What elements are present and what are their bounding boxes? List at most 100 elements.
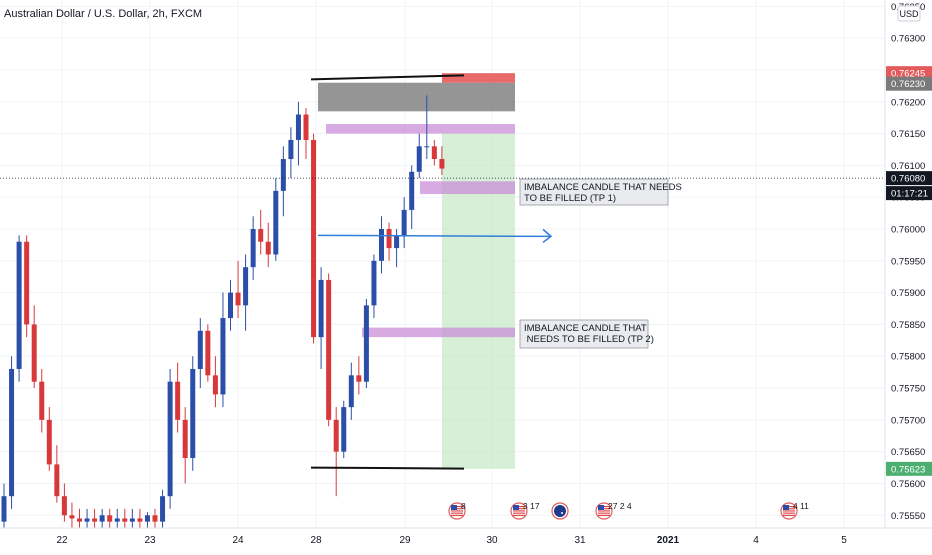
price-tick-label: 0.75700 — [891, 415, 925, 426]
us-flag-icon[interactable] — [595, 502, 613, 520]
candle-body — [431, 146, 437, 160]
candle-body — [371, 260, 377, 306]
candle-body — [137, 518, 143, 522]
event-markers: 8 3 17 27 2 4 4 11 — [448, 501, 809, 520]
stop-zone — [442, 73, 515, 83]
candle-body — [190, 368, 196, 459]
entry-price-badge — [886, 76, 932, 91]
candlesticks — [1, 95, 445, 535]
candle-body — [416, 146, 422, 172]
time-axis[interactable]: 22 23 24 28 29 30 31 2021 4 5 — [0, 527, 932, 550]
annotation-text: TO BE FILLED (TP 1) — [524, 193, 616, 204]
event-count: 27 2 4 — [608, 501, 632, 511]
au-flag-icon[interactable] — [551, 502, 569, 520]
candle-body — [77, 518, 82, 522]
price-tick-label: 0.75550 — [891, 511, 925, 522]
candle-body — [144, 515, 150, 522]
time-tick-label: 23 — [144, 535, 156, 546]
candle-body — [69, 515, 75, 519]
candle-body — [16, 241, 22, 369]
price-axis[interactable]: 0.763500.763000.762500.762000.761500.761… — [884, 0, 932, 550]
candle-body — [243, 267, 249, 306]
resistance-line[interactable] — [310, 74, 465, 81]
price-tick-label: 0.75600 — [891, 479, 925, 490]
us-flag-icon[interactable] — [448, 502, 466, 520]
candle-body — [258, 229, 264, 242]
candle-body — [197, 330, 203, 369]
event-count: 4 11 — [793, 501, 809, 511]
candle-body — [220, 318, 226, 395]
us-flag-icon[interactable] — [780, 502, 798, 520]
stop-price-badge-text: 0.76245 — [891, 69, 925, 80]
candle-body — [61, 496, 67, 516]
candle-body — [341, 407, 347, 452]
candle-body — [114, 518, 120, 522]
arrow-line[interactable] — [317, 234, 552, 238]
candle-body — [250, 229, 256, 268]
support-line[interactable] — [310, 466, 465, 470]
candle-body — [295, 114, 301, 140]
time-tick-label: 2021 — [657, 535, 680, 546]
annotation-text: NEEDS TO BE FILLED (TP 2) — [524, 334, 654, 345]
annotation-box[interactable] — [519, 319, 649, 349]
imbalance-zone-tp2 — [362, 327, 515, 338]
candle-body — [182, 419, 188, 459]
candle-body — [167, 381, 173, 497]
candle-body — [212, 375, 218, 395]
candle-body — [318, 279, 324, 338]
time-tick-label: 24 — [232, 535, 244, 546]
candle-body — [54, 464, 60, 497]
countdown-badge — [886, 186, 932, 201]
time-tick-label: 31 — [574, 535, 586, 546]
price-tick-label: 0.76100 — [891, 161, 925, 172]
time-tick-label: 5 — [841, 535, 847, 546]
currency-label: USD — [897, 5, 921, 22]
candle-body — [152, 515, 158, 522]
time-tick-label: 4 — [753, 535, 759, 546]
candle-body — [92, 518, 98, 522]
candle-body — [409, 171, 415, 210]
candle-body — [265, 241, 271, 255]
time-axis-bg — [0, 528, 932, 550]
candle-body — [228, 292, 233, 319]
candle-body — [363, 305, 369, 382]
chart-title: Australian Dollar / U.S. Dollar, 2h, FXC… — [4, 8, 202, 20]
candle-body — [273, 190, 279, 255]
event-count: 8 — [461, 501, 466, 511]
candle-body — [288, 139, 294, 160]
candle-body — [9, 368, 15, 497]
price-tick-label: 0.76000 — [891, 225, 925, 236]
annotation-text: IMBALANCE CANDLE THAT NEEDS — [524, 182, 682, 193]
candle-body — [356, 375, 362, 382]
candle-body — [394, 235, 400, 249]
candle-body — [84, 518, 90, 522]
candle-body — [122, 518, 128, 522]
stop-loss-zone — [318, 82, 515, 112]
candle-body — [31, 324, 37, 382]
candle-body — [99, 515, 105, 522]
candle-body — [424, 146, 430, 148]
candle-body — [24, 241, 30, 325]
currency-text: USD — [899, 9, 919, 19]
currency-box — [897, 5, 921, 22]
imbalance-zone-tp1 — [420, 181, 515, 195]
us-flag-icon[interactable] — [510, 502, 528, 520]
target-price-badge — [886, 461, 932, 476]
annotation-box[interactable] — [519, 178, 669, 206]
candle-body — [379, 229, 384, 261]
candle-body — [439, 159, 445, 169]
trade-zones — [318, 73, 515, 469]
candle-body — [348, 375, 354, 408]
candle-body — [235, 292, 241, 306]
last-price-badge-text: 0.76080 — [891, 174, 925, 185]
price-tick-label: 0.76150 — [891, 129, 925, 140]
price-tick-label: 0.76300 — [891, 34, 925, 45]
candle-body — [175, 381, 181, 420]
price-tick-label: 0.75900 — [891, 288, 925, 299]
price-tick-label: 0.75850 — [891, 320, 925, 331]
time-tick-label: 22 — [56, 535, 68, 546]
candle-body — [46, 419, 52, 465]
